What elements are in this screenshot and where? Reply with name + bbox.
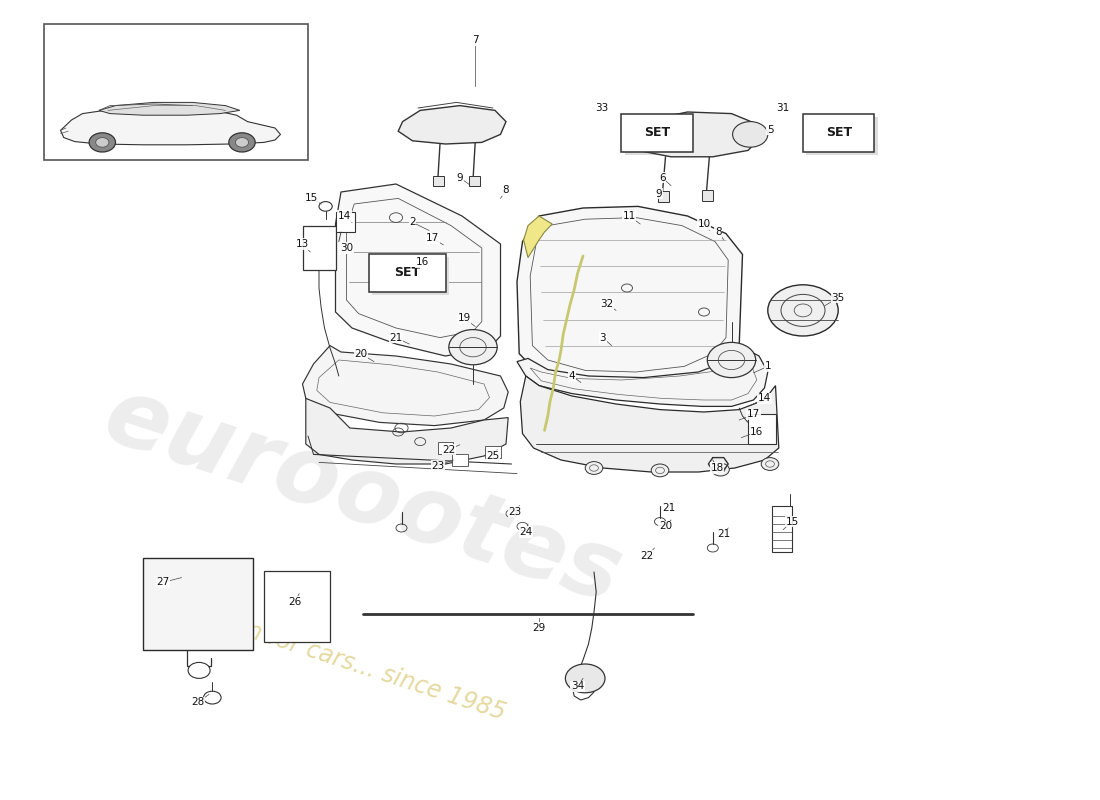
Polygon shape (306, 398, 508, 464)
Circle shape (229, 133, 255, 152)
Text: 21: 21 (717, 530, 730, 539)
Text: 22: 22 (640, 551, 653, 561)
FancyBboxPatch shape (368, 254, 446, 292)
Text: 24: 24 (519, 527, 532, 537)
Text: 19: 19 (458, 314, 471, 323)
FancyBboxPatch shape (658, 191, 669, 202)
FancyBboxPatch shape (433, 176, 444, 186)
Text: 9: 9 (456, 173, 463, 182)
Polygon shape (520, 376, 779, 472)
FancyBboxPatch shape (806, 117, 878, 155)
Polygon shape (517, 206, 743, 384)
Text: 14: 14 (338, 211, 351, 221)
FancyBboxPatch shape (803, 114, 874, 152)
Circle shape (565, 664, 605, 693)
Circle shape (761, 458, 779, 470)
Text: 17: 17 (426, 234, 439, 243)
Text: 3: 3 (600, 333, 606, 342)
Text: 15: 15 (305, 194, 318, 203)
Text: 4: 4 (569, 371, 575, 381)
Circle shape (585, 462, 603, 474)
Text: 7: 7 (472, 35, 478, 45)
Polygon shape (398, 106, 506, 144)
Polygon shape (302, 346, 508, 426)
FancyBboxPatch shape (143, 558, 253, 650)
Text: 15: 15 (785, 517, 799, 526)
Text: 21: 21 (662, 503, 675, 513)
Circle shape (733, 122, 768, 147)
Text: 26: 26 (288, 597, 301, 606)
Text: 21: 21 (389, 333, 403, 342)
Text: 5: 5 (767, 125, 773, 134)
Text: 23: 23 (431, 461, 444, 470)
Text: 30: 30 (340, 243, 353, 253)
Polygon shape (524, 216, 552, 258)
FancyBboxPatch shape (336, 212, 355, 232)
Polygon shape (627, 112, 761, 157)
FancyBboxPatch shape (772, 506, 792, 552)
FancyBboxPatch shape (702, 190, 713, 201)
Text: euroootes: euroootes (92, 369, 634, 623)
Text: 33: 33 (595, 103, 608, 113)
Polygon shape (517, 346, 768, 406)
Text: 22: 22 (442, 445, 455, 454)
FancyBboxPatch shape (438, 442, 453, 454)
Circle shape (235, 138, 249, 147)
Text: 10: 10 (697, 219, 711, 229)
Text: 9: 9 (656, 189, 662, 198)
Text: 11: 11 (623, 211, 636, 221)
Text: SET: SET (394, 266, 420, 279)
Circle shape (651, 464, 669, 477)
Text: 17: 17 (747, 410, 760, 419)
Circle shape (449, 330, 497, 365)
Text: 29: 29 (532, 623, 546, 633)
Polygon shape (99, 102, 240, 115)
FancyBboxPatch shape (44, 24, 308, 160)
Text: 1: 1 (764, 362, 771, 371)
Text: 23: 23 (508, 507, 521, 517)
Text: SET: SET (645, 126, 670, 139)
Text: 35: 35 (832, 293, 845, 302)
FancyBboxPatch shape (372, 257, 449, 295)
Text: 6: 6 (659, 173, 666, 182)
Circle shape (89, 133, 116, 152)
Text: 20: 20 (659, 522, 672, 531)
Text: 25: 25 (486, 451, 499, 461)
FancyBboxPatch shape (452, 454, 468, 466)
FancyBboxPatch shape (621, 114, 693, 152)
Text: 16: 16 (750, 427, 763, 437)
Text: 32: 32 (601, 299, 614, 309)
Circle shape (96, 138, 109, 147)
Polygon shape (60, 108, 280, 145)
Text: 18: 18 (711, 463, 724, 473)
Text: a passion for cars... since 1985: a passion for cars... since 1985 (151, 588, 509, 724)
Text: 28: 28 (191, 698, 205, 707)
Text: 34: 34 (571, 682, 584, 691)
Polygon shape (336, 184, 500, 356)
Text: 8: 8 (715, 227, 722, 237)
FancyBboxPatch shape (302, 226, 336, 270)
Text: SET: SET (826, 126, 851, 139)
Text: 31: 31 (777, 103, 790, 113)
Text: 2: 2 (409, 218, 416, 227)
FancyBboxPatch shape (264, 571, 330, 642)
Text: 8: 8 (503, 186, 509, 195)
Text: 14: 14 (758, 394, 771, 403)
Circle shape (188, 662, 210, 678)
Text: 27: 27 (156, 578, 169, 587)
FancyBboxPatch shape (625, 117, 696, 155)
FancyBboxPatch shape (469, 176, 480, 186)
Text: 20: 20 (354, 349, 367, 358)
Circle shape (707, 342, 756, 378)
Circle shape (712, 463, 729, 476)
Circle shape (768, 285, 838, 336)
Text: 16: 16 (416, 258, 429, 267)
FancyBboxPatch shape (485, 446, 501, 458)
FancyBboxPatch shape (748, 414, 775, 444)
Text: 13: 13 (296, 239, 309, 249)
